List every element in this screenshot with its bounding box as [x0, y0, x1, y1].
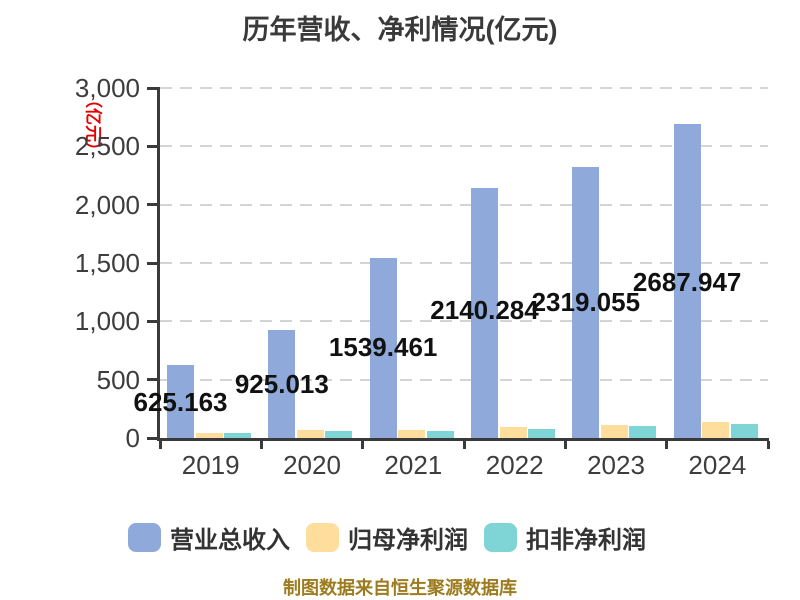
bar-total-revenue-2024 — [673, 124, 701, 438]
y-axis-tick-2,000 — [147, 203, 157, 207]
bar-total-revenue-2021 — [369, 258, 397, 438]
y-axis-tick-500 — [147, 378, 157, 382]
y-gridline-1,500 — [160, 262, 768, 264]
bar-total-revenue-2020 — [268, 330, 296, 438]
bar-net-profit-attributable-2023 — [600, 425, 628, 438]
bar-net-profit-attributable-2021 — [398, 429, 426, 438]
legend-label-net-profit-attributable: 归母净利润 — [348, 527, 468, 554]
y-axis-label-2,500: 2,500 — [74, 131, 140, 162]
x-axis-label-2021: 2021 — [384, 450, 443, 480]
y-gridline-2,000 — [160, 203, 768, 206]
x-axis-tick-5 — [665, 441, 669, 449]
x-axis-tick-2 — [361, 441, 365, 449]
y-axis-label-1,500: 1,500 — [74, 248, 140, 278]
bar-total-revenue-2022 — [471, 188, 498, 438]
x-axis-tick-1 — [259, 441, 263, 449]
bar-non-gaap-net-profit-2020 — [325, 430, 353, 438]
bar-total-revenue-2019 — [167, 365, 194, 438]
bar-net-profit-attributable-2020 — [296, 429, 324, 438]
bar-net-profit-attributable-2019 — [195, 432, 223, 438]
y-axis-label-1,000: 1,000 — [74, 306, 140, 337]
legend-item-total-revenue[interactable]: 营业总收入 — [128, 520, 290, 555]
y-axis-line — [157, 87, 160, 441]
value-label-total-revenue-2020: 925.013 — [234, 369, 329, 399]
legend-swatch-net-profit-attributable — [306, 523, 339, 552]
y-axis-tick-3,000 — [147, 86, 157, 90]
bar-net-profit-attributable-2022 — [499, 427, 527, 438]
x-axis-label-2019: 2019 — [181, 450, 240, 480]
legend: 营业总收入 归母净利润 扣非净利润 — [128, 520, 646, 555]
legend-swatch-total-revenue — [128, 523, 161, 552]
value-label-total-revenue-2023: 2319.055 — [531, 287, 641, 317]
y-axis-label-0: 0 — [125, 423, 140, 453]
x-axis-line — [157, 438, 769, 441]
legend-label-total-revenue: 营业总收入 — [170, 527, 290, 554]
value-label-total-revenue-2019: 625.163 — [133, 387, 228, 417]
y-gridline-2,500 — [160, 145, 768, 148]
value-label-total-revenue-2024: 2687.947 — [632, 267, 742, 297]
legend-item-net-profit-attributable[interactable]: 归母净利润 — [306, 520, 468, 555]
bar-net-profit-attributable-2024 — [702, 422, 730, 438]
x-axis-tick-3 — [462, 441, 466, 449]
bar-non-gaap-net-profit-2021 — [426, 431, 454, 438]
bar-non-gaap-net-profit-2023 — [629, 426, 657, 438]
y-axis-tick-1,500 — [147, 261, 157, 265]
legend-label-non-gaap-net-profit: 扣非净利润 — [526, 527, 646, 554]
legend-item-non-gaap-net-profit[interactable]: 扣非净利润 — [484, 520, 646, 555]
chart-title: 历年营收、净利情况(亿元) — [242, 15, 558, 45]
x-axis-tick-4 — [563, 441, 567, 449]
value-label-total-revenue-2022: 2140.284 — [430, 295, 539, 325]
y-axis-tick-1,000 — [147, 319, 157, 323]
bar-non-gaap-net-profit-2019 — [224, 432, 251, 438]
y-gridline-1,000 — [160, 320, 768, 323]
data-source-note: 制图数据来自恒生聚源数据库 — [283, 578, 517, 598]
y-axis-label-3,000: 3,000 — [74, 73, 140, 103]
x-axis-label-2023: 2023 — [587, 450, 645, 480]
y-gridline-500 — [160, 378, 768, 381]
x-axis-label-2020: 2020 — [283, 450, 341, 480]
y-axis-tick-2,500 — [147, 144, 157, 148]
x-axis-tick-6 — [766, 441, 770, 449]
x-axis-tick-0 — [158, 441, 162, 449]
plot-area — [160, 87, 768, 438]
bar-total-revenue-2023 — [572, 167, 600, 438]
value-label-total-revenue-2021: 1539.461 — [328, 332, 438, 362]
y-axis-label-500: 500 — [96, 364, 140, 395]
bar-non-gaap-net-profit-2024 — [730, 424, 758, 438]
legend-swatch-non-gaap-net-profit — [484, 523, 517, 552]
x-axis-label-2022: 2022 — [485, 450, 544, 480]
x-axis-label-2024: 2024 — [688, 450, 747, 480]
y-axis-tick-0 — [147, 436, 157, 440]
y-axis-label-2,000: 2,000 — [74, 189, 140, 220]
y-gridline-3,000 — [160, 87, 768, 89]
bar-non-gaap-net-profit-2022 — [528, 428, 555, 438]
